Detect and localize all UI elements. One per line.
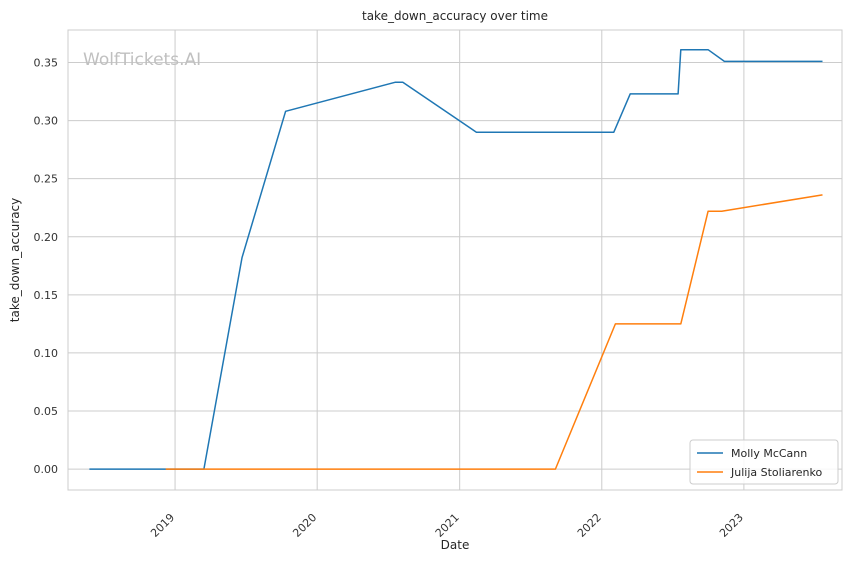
- y-tick-label: 0.30: [34, 115, 59, 128]
- x-tick-label: 2020: [290, 511, 319, 540]
- series-line-0: [89, 48, 823, 470]
- watermark: WolfTickets.AI: [83, 50, 201, 70]
- x-tick-label: 2022: [575, 511, 604, 540]
- grid: [68, 30, 842, 490]
- ticks: 0.00 0.05 0.10 0.15 0.20 0.25 0.30 0.35 2019 2020…: [34, 57, 747, 540]
- series: [89, 48, 823, 470]
- y-tick-label: 0.05: [34, 405, 59, 418]
- plot-frame: [67, 29, 843, 491]
- legend-label-julija-stoliarenko: Julija Stoliarenko: [730, 466, 822, 479]
- x-tick-label: 2019: [148, 511, 177, 540]
- legend: Molly McCann Julija Stoliarenko: [689, 439, 839, 485]
- y-tick-label: 0.10: [34, 347, 59, 360]
- series-line-1: [165, 194, 823, 470]
- legend-label-molly-mccann: Molly McCann: [731, 447, 807, 460]
- y-tick-label: 0.25: [34, 173, 59, 186]
- y-tick-label: 0.20: [34, 231, 59, 244]
- y-tick-label: 0.35: [34, 57, 59, 70]
- legend-box: [689, 439, 839, 485]
- chart-title: take_down_accuracy over time: [362, 9, 548, 23]
- y-tick-label: 0.00: [34, 463, 59, 476]
- x-tick-label: 2021: [433, 511, 462, 540]
- x-tick-label: 2023: [717, 511, 746, 540]
- y-tick-label: 0.15: [34, 289, 59, 302]
- y-axis-label: take_down_accuracy: [8, 198, 22, 322]
- x-axis-label: Date: [441, 538, 470, 552]
